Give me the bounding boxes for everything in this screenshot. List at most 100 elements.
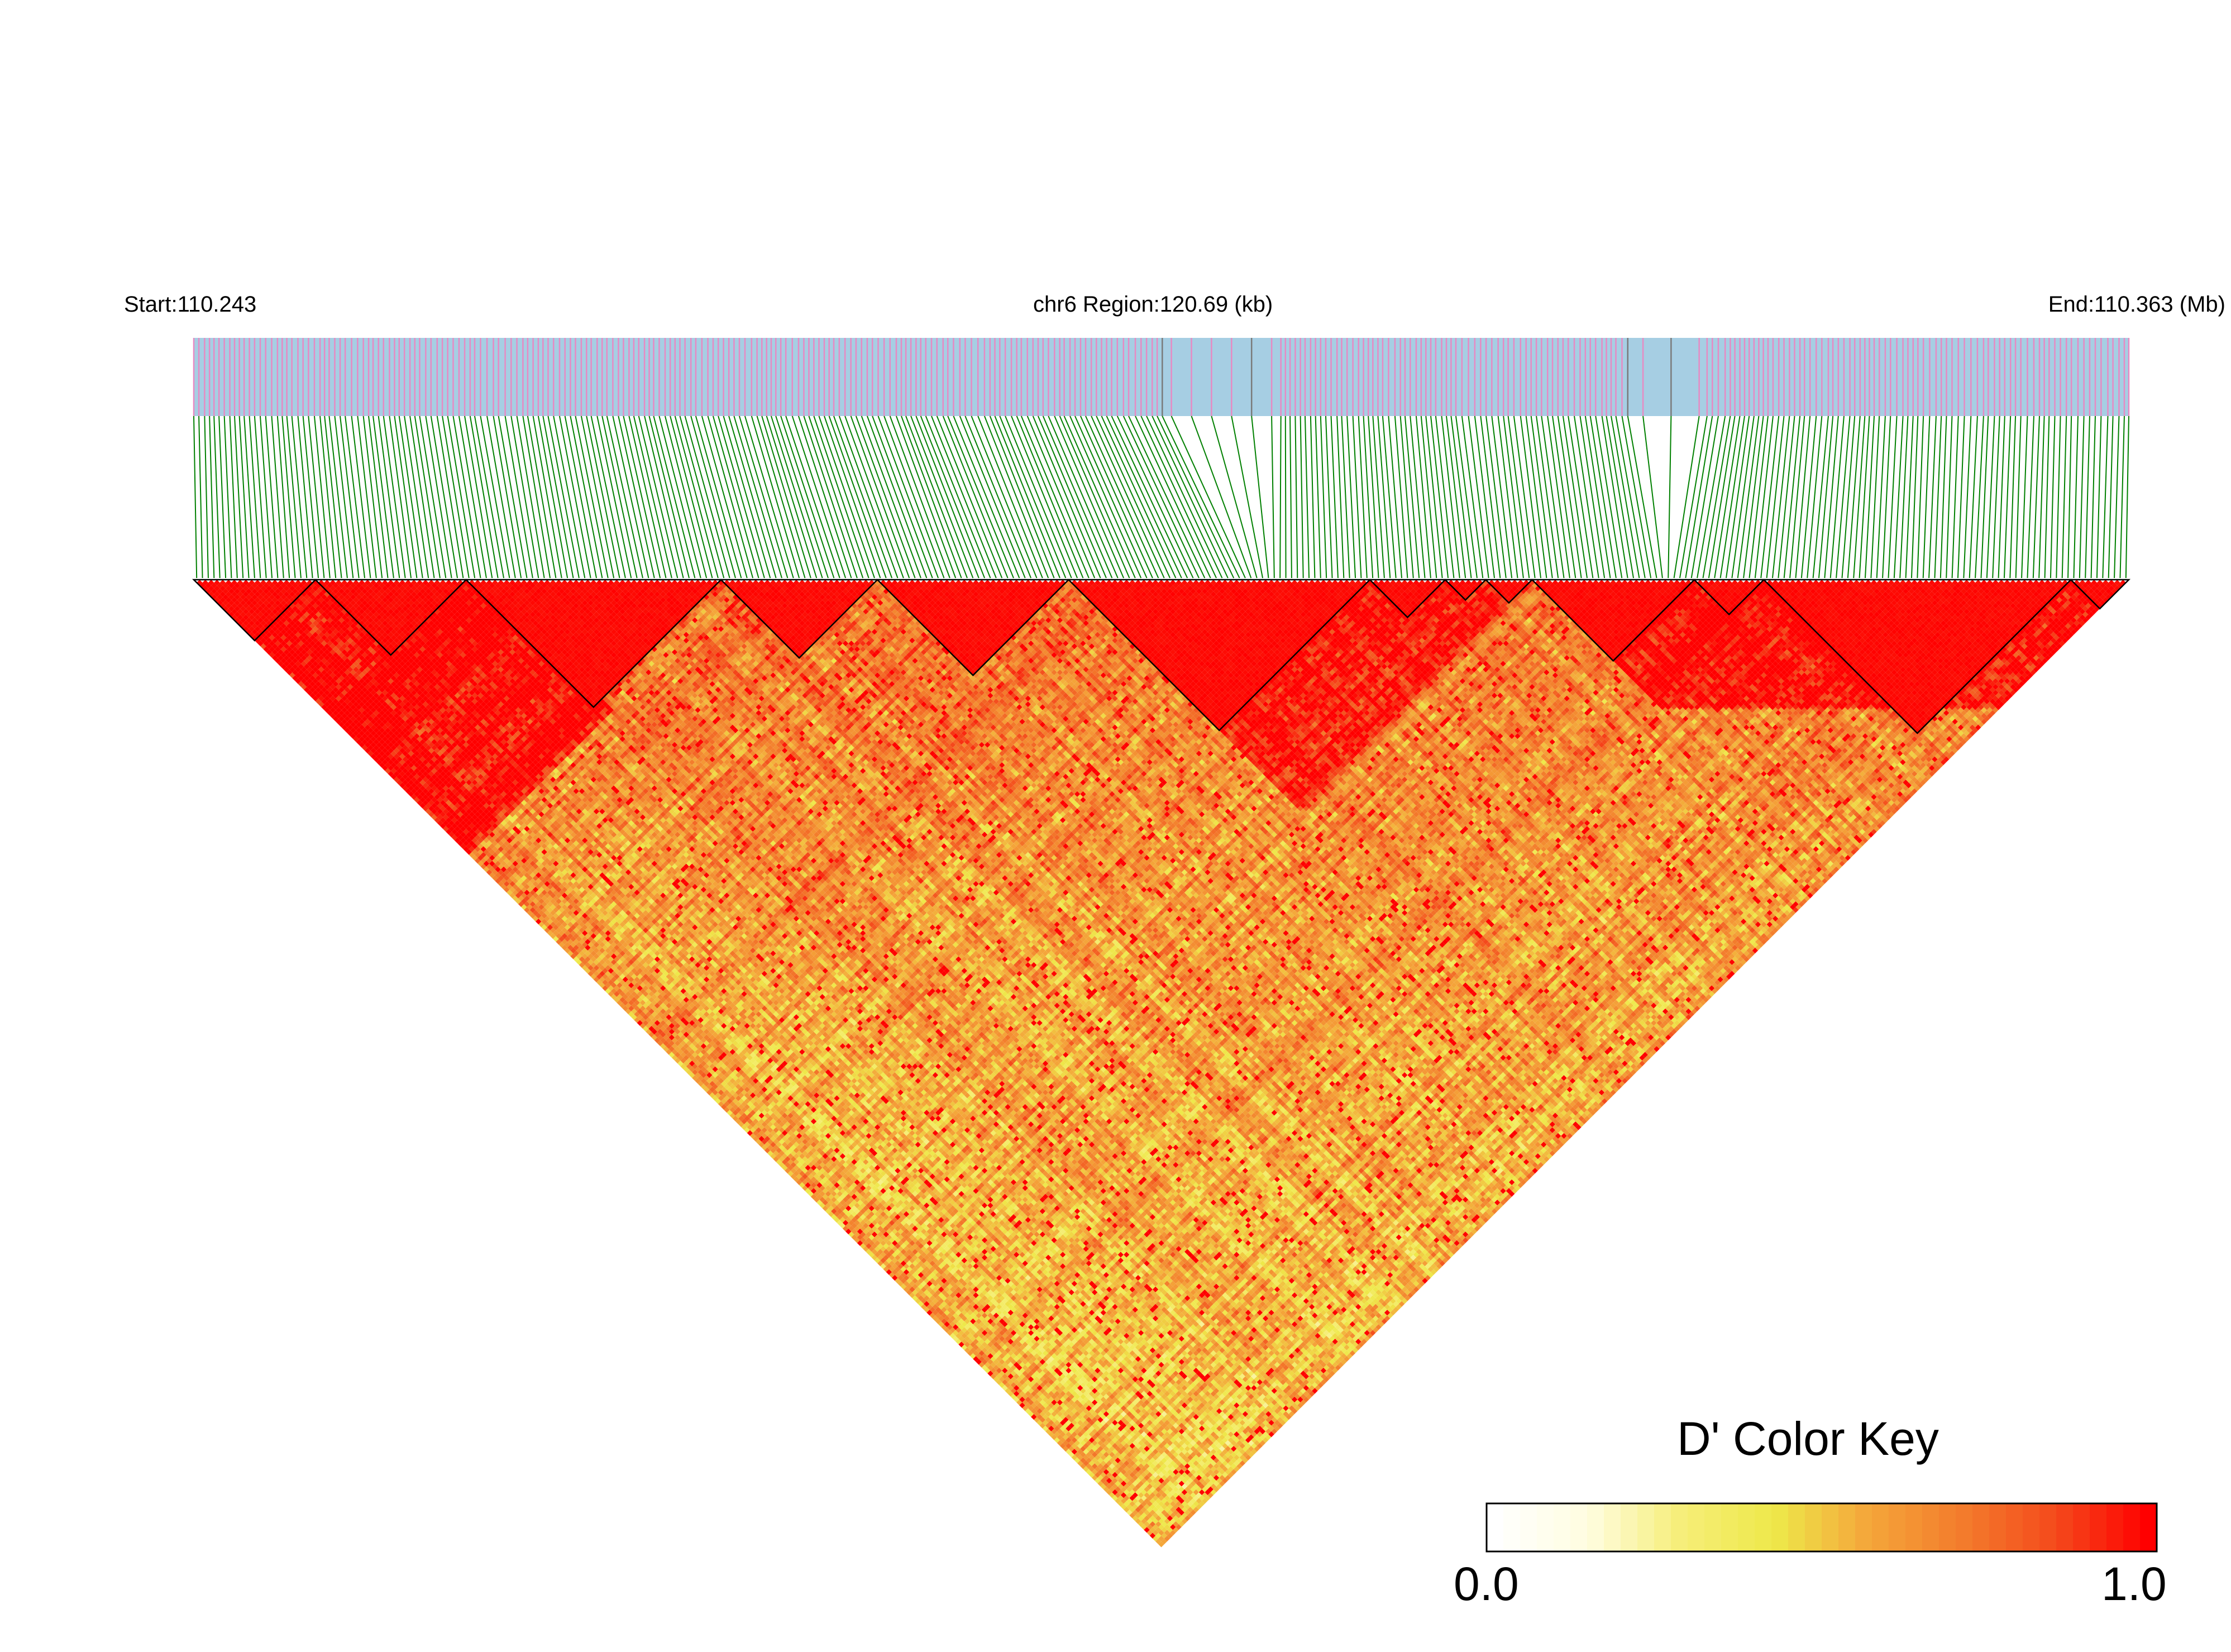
- snp-connector: [1251, 416, 1268, 578]
- snp-connector: [1301, 416, 1303, 578]
- snp-connector: [1117, 416, 1193, 578]
- snp-connector: [856, 416, 915, 578]
- snp-connector: [499, 416, 527, 578]
- snp-connector: [799, 416, 852, 578]
- snp-connector: [819, 416, 874, 578]
- snp-connector: [1290, 416, 1292, 578]
- snp-connector: [244, 416, 255, 578]
- snp-connector: [1590, 416, 1616, 578]
- snp-connector: [1622, 416, 1651, 578]
- snp-connector: [487, 416, 515, 578]
- snp-connector-lines: [194, 416, 2129, 578]
- snp-connector: [1480, 416, 1500, 578]
- snp-connector: [1456, 416, 1477, 578]
- snp-connector: [373, 416, 394, 578]
- snp-connector: [776, 416, 828, 578]
- snp-connector: [2097, 416, 2101, 578]
- snp-connector: [1383, 416, 1396, 578]
- snp-connector: [814, 416, 868, 578]
- snp-connector: [781, 416, 834, 578]
- snp-connector: [2045, 416, 2050, 578]
- snp-connector: [2085, 416, 2090, 578]
- snp-connector: [1941, 416, 1947, 578]
- snp-connector: [1388, 416, 1402, 578]
- snp-connector: [845, 416, 904, 578]
- snp-connector: [1514, 416, 1535, 578]
- snp-connector: [437, 416, 464, 578]
- snp-connector: [2033, 416, 2039, 578]
- snp-connector: [335, 416, 353, 578]
- snp-connector: [1964, 416, 1971, 578]
- snp-connector: [1368, 416, 1378, 578]
- snp-connector: [1378, 416, 1390, 578]
- snp-connector: [2016, 416, 2021, 578]
- snp-connector: [1311, 416, 1315, 578]
- snp-connector: [1709, 416, 1735, 578]
- snp-connector: [255, 416, 266, 578]
- snp-connector: [1668, 416, 1671, 578]
- snp-connector: [680, 416, 724, 578]
- snp-connector: [240, 416, 249, 578]
- snp-connector: [1697, 416, 1725, 578]
- snp-connector: [278, 416, 289, 578]
- snp-position-track: [194, 338, 2129, 416]
- snp-connector: [1749, 416, 1767, 578]
- snp-connector: [786, 416, 840, 578]
- snp-connector: [1081, 416, 1153, 578]
- snp-connector: [867, 416, 926, 578]
- snp-connector: [459, 416, 486, 578]
- snp-connector: [475, 416, 504, 578]
- snp-connector: [271, 416, 283, 578]
- snp-connector: [480, 416, 509, 578]
- snp-connector: [757, 416, 805, 578]
- snp-connector: [696, 416, 741, 578]
- snp-connector: [419, 416, 446, 578]
- snp-connector: [2062, 416, 2067, 578]
- snp-connector: [1923, 416, 1930, 578]
- snp-connector: [1958, 416, 1965, 578]
- snp-connector: [1124, 416, 1199, 578]
- snp-connector: [1714, 416, 1740, 578]
- snp-connector: [1703, 416, 1730, 578]
- snp-connector: [1462, 416, 1483, 578]
- snp-connector: [644, 416, 684, 578]
- snp-connector: [834, 416, 892, 578]
- snp-connector: [2074, 416, 2078, 578]
- snp-connector: [260, 416, 272, 578]
- snp-connector: [1321, 416, 1326, 578]
- snp-connector: [1070, 416, 1141, 578]
- snp-connector: [862, 416, 921, 578]
- snp-connector: [523, 416, 550, 578]
- snp-connector: [613, 416, 648, 578]
- snp-connector: [1295, 416, 1297, 578]
- snp-connector: [1475, 416, 1494, 578]
- snp-connector: [2051, 416, 2055, 578]
- snp-connector: [426, 416, 451, 578]
- snp-connector: [2022, 416, 2027, 578]
- snp-connector: [442, 416, 469, 578]
- snp-connector: [804, 416, 857, 578]
- snp-connector: [214, 416, 219, 578]
- snp-connector: [1999, 416, 2005, 578]
- snp-connector: [1064, 416, 1135, 578]
- snp-connector: [691, 416, 735, 578]
- snp-connector: [1280, 416, 1281, 578]
- snp-connector: [1326, 416, 1332, 578]
- snp-connector: [2004, 416, 2010, 578]
- snp-connector: [659, 416, 700, 578]
- snp-connector: [1498, 416, 1518, 578]
- snp-connector: [2080, 416, 2084, 578]
- snp-connector: [591, 416, 625, 578]
- snp-connector: [224, 416, 232, 578]
- snp-connector: [194, 416, 197, 578]
- snp-connector: [1146, 416, 1222, 578]
- snp-connector: [851, 416, 910, 578]
- snp-connector: [2103, 416, 2108, 578]
- snp-connector: [2120, 416, 2124, 578]
- snp-connector: [1446, 416, 1465, 578]
- snp-connector: [1848, 416, 1860, 578]
- snp-connector: [1486, 416, 1506, 578]
- snp-connector: [250, 416, 261, 578]
- snp-connector: [1373, 416, 1384, 578]
